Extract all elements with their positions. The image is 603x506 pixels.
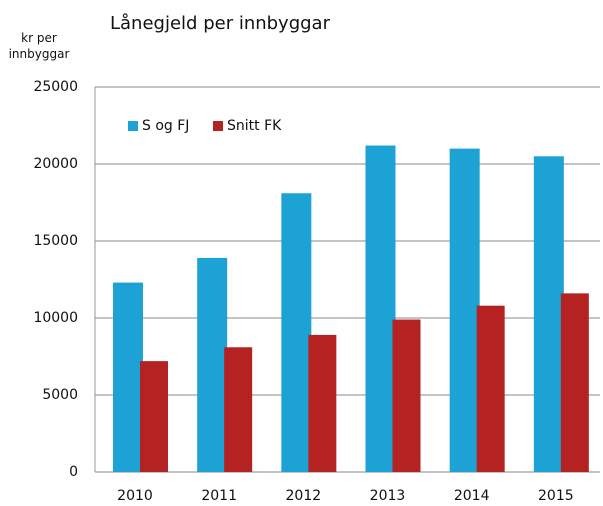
bar	[476, 305, 505, 472]
y-tick-label: 20000	[33, 156, 78, 172]
x-tick-label: 2011	[201, 488, 237, 504]
x-tick-label: 2013	[370, 488, 406, 504]
legend-label: S og FJ	[142, 118, 189, 134]
y-tick-label: 0	[69, 464, 78, 480]
bar	[308, 334, 337, 472]
y-axis-label: kr per innbyggar	[8, 31, 70, 61]
x-tick-label: 2014	[454, 488, 490, 504]
bar	[560, 293, 589, 472]
y-tick-label: 25000	[33, 79, 78, 95]
legend-swatch	[128, 121, 138, 131]
y-tick-label: 5000	[42, 387, 78, 403]
legend-swatch	[213, 121, 223, 131]
bar	[281, 193, 312, 472]
bar	[113, 282, 143, 472]
bar	[224, 347, 253, 472]
bar	[533, 156, 564, 473]
chart-title: Lånegjeld per innbyggar	[110, 13, 331, 34]
y-tick-label: 15000	[33, 233, 78, 249]
bar	[197, 257, 228, 472]
bar	[449, 148, 480, 472]
y-tick-label: 10000	[33, 310, 78, 326]
bar	[392, 319, 421, 472]
bar	[140, 361, 168, 472]
bar	[365, 145, 396, 472]
x-tick-label: 2010	[117, 488, 153, 504]
x-tick-label: 2015	[538, 488, 574, 504]
legend-label: Snitt FK	[227, 118, 282, 134]
x-tick-label: 2012	[286, 488, 322, 504]
